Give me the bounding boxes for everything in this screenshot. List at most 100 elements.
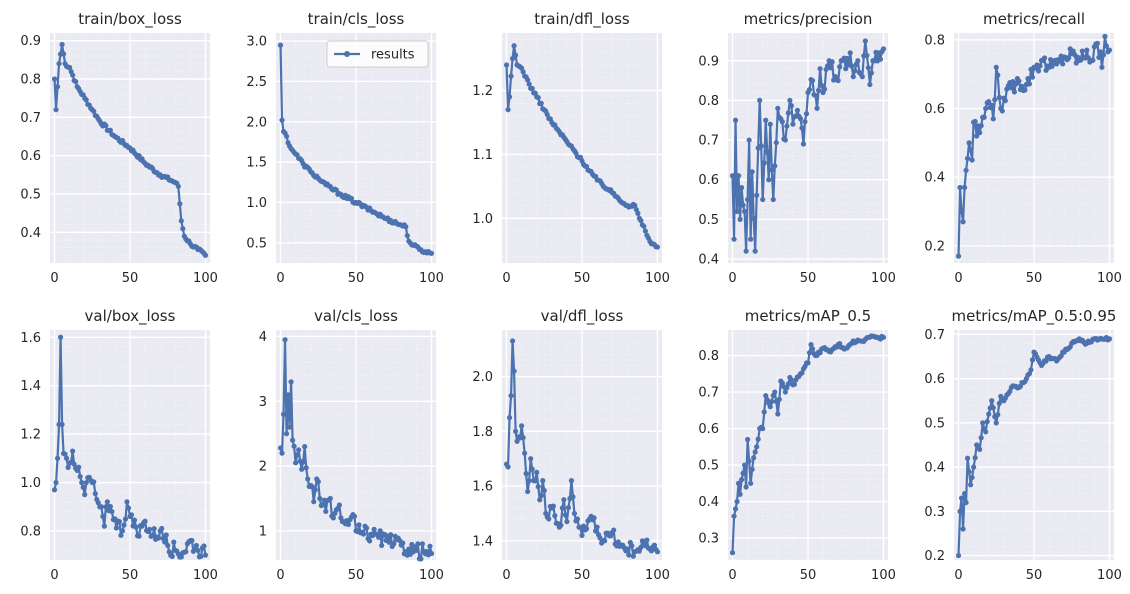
data-point <box>958 208 965 215</box>
data-point <box>989 398 995 404</box>
data-point <box>406 546 412 552</box>
data-point <box>999 108 1005 114</box>
data-point <box>981 114 987 120</box>
x-tick-label: 100 <box>645 271 670 286</box>
data-point <box>1002 98 1008 104</box>
data-point <box>317 495 323 502</box>
x-tick-label: 0 <box>276 568 284 583</box>
data-point <box>133 524 139 530</box>
data-point <box>286 424 293 430</box>
data-point <box>966 140 972 146</box>
data-point <box>815 87 822 94</box>
data-point <box>320 502 326 508</box>
data-point <box>95 500 101 506</box>
data-point <box>165 542 171 549</box>
data-point <box>183 549 189 555</box>
data-point <box>71 461 77 467</box>
data-point <box>561 497 567 503</box>
data-point <box>53 107 59 113</box>
data-point <box>1103 43 1110 49</box>
data-point <box>124 499 130 505</box>
data-point <box>742 208 748 215</box>
data-point <box>957 508 963 514</box>
y-tick-label: 0.6 <box>20 149 41 164</box>
data-point <box>974 133 980 139</box>
data-point <box>767 121 773 127</box>
data-point <box>794 107 801 113</box>
data-point <box>1100 52 1107 58</box>
data-point <box>83 480 89 486</box>
data-point <box>852 68 858 74</box>
data-point <box>799 125 805 131</box>
subplot-val-dfl-loss: 0 50 100 1.4 1.6 1.8 2.0 val/dfl_loss <box>472 307 670 583</box>
data-point <box>558 522 564 528</box>
data-point <box>654 244 661 250</box>
data-point <box>1035 68 1042 74</box>
data-point <box>800 141 807 147</box>
data-point <box>963 167 969 173</box>
data-point <box>505 464 511 470</box>
data-point <box>767 404 773 410</box>
data-point <box>519 423 525 429</box>
data-point <box>1066 55 1072 61</box>
data-point <box>731 236 737 242</box>
data-point <box>785 381 791 387</box>
data-point <box>427 543 433 549</box>
data-point <box>535 95 541 101</box>
data-point <box>818 82 825 88</box>
data-point <box>293 460 299 466</box>
data-point <box>280 411 287 417</box>
data-point <box>201 543 207 549</box>
data-point <box>748 236 754 242</box>
data-point <box>83 97 89 103</box>
data-point <box>972 118 978 125</box>
data-point <box>104 499 110 505</box>
data-point <box>740 202 746 208</box>
data-point <box>1022 87 1028 93</box>
data-point <box>802 119 808 125</box>
subplot-title: metrics/recall <box>983 10 1085 28</box>
y-tick-label: 1.4 <box>472 534 493 549</box>
data-point <box>745 196 751 203</box>
data-point <box>1029 74 1036 80</box>
y-tick-label: 0.3 <box>924 505 945 520</box>
data-point <box>415 541 421 547</box>
data-point <box>403 224 409 230</box>
data-point <box>579 532 585 538</box>
data-point <box>763 117 769 123</box>
data-point <box>867 81 873 88</box>
data-point <box>195 547 201 553</box>
data-point <box>758 143 764 149</box>
subplot-val-cls-loss: 0 50 100 1 2 3 4 val/cls_loss <box>259 307 444 583</box>
data-point <box>865 65 871 71</box>
data-point <box>752 449 758 455</box>
data-point <box>822 86 828 92</box>
data-point <box>751 215 757 221</box>
data-point <box>122 516 129 522</box>
data-point <box>277 445 284 451</box>
y-tick-label: 0.7 <box>698 386 719 401</box>
data-point <box>784 123 790 129</box>
x-tick-label: 0 <box>502 568 510 583</box>
data-point <box>972 455 978 461</box>
subplot-title: val/box_loss <box>85 307 176 326</box>
data-point <box>964 455 971 461</box>
data-point <box>54 84 61 90</box>
data-point <box>805 360 811 366</box>
subplot-title: val/dfl_loss <box>541 307 624 326</box>
data-point <box>995 72 1001 78</box>
data-point <box>779 119 785 125</box>
data-point <box>546 516 552 522</box>
data-point <box>312 487 318 493</box>
data-point <box>193 542 200 549</box>
data-point <box>996 94 1002 100</box>
y-tick-label: 0.6 <box>698 173 719 188</box>
y-tick-label: 2 <box>259 460 267 475</box>
data-point <box>642 228 649 234</box>
data-point <box>156 535 162 541</box>
data-point <box>993 64 999 70</box>
data-point <box>51 487 58 493</box>
data-point <box>91 108 97 114</box>
y-tick-label: 1 <box>259 524 267 539</box>
data-point <box>751 455 757 461</box>
